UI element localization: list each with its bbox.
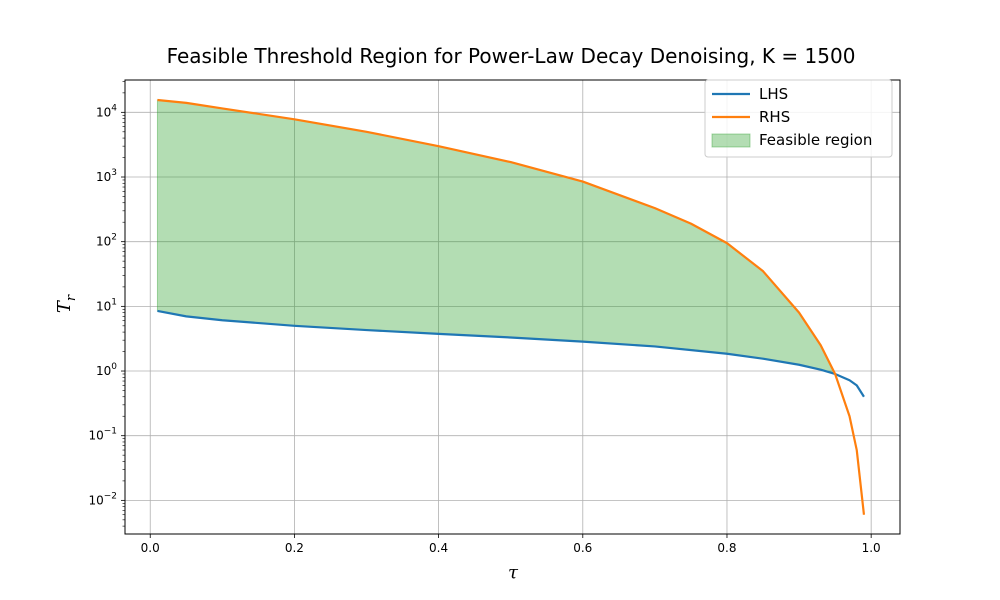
y-tick-label-base: 10 <box>88 493 103 507</box>
y-tick-label-base: 10 <box>88 429 103 443</box>
legend-label: Feasible region <box>759 131 872 149</box>
legend-label: RHS <box>759 108 790 126</box>
y-tick-label-exp: −1 <box>104 427 117 437</box>
series-layer <box>157 98 866 515</box>
y-tick-label-exp: 1 <box>111 297 117 307</box>
x-tick-label: 0.8 <box>717 541 736 555</box>
y-tick-label-exp: 2 <box>111 233 117 243</box>
legend-label: LHS <box>759 85 788 103</box>
y-tick-label-exp: 4 <box>111 103 117 113</box>
x-tick-label: 0.0 <box>141 541 160 555</box>
y-tick-label: 102 <box>96 233 117 249</box>
x-tick-label: 0.6 <box>573 541 592 555</box>
series-line-rhs <box>157 98 866 515</box>
y-tick-label: 101 <box>96 297 117 313</box>
y-tick-label-base: 10 <box>96 299 111 313</box>
y-axis-label-base: T <box>54 299 75 313</box>
x-axis-label: τ <box>508 562 519 583</box>
y-tick-label: 10−1 <box>88 427 117 443</box>
x-tick-label: 1.0 <box>862 541 881 555</box>
y-tick-label-base: 10 <box>96 170 111 184</box>
y-tick-label: 100 <box>96 362 117 378</box>
legend-swatch <box>711 133 751 148</box>
y-tick-label-base: 10 <box>96 235 111 249</box>
y-tick-label-exp: −2 <box>104 491 117 501</box>
legend: LHS RHS Feasible region <box>704 79 893 158</box>
y-tick-label-base: 10 <box>96 364 111 378</box>
y-axis-label-sub: r <box>64 294 79 301</box>
legend-box <box>704 79 893 158</box>
y-tick-label: 104 <box>96 103 117 119</box>
y-tick-label-exp: 0 <box>111 362 117 372</box>
plot-frame <box>124 79 901 535</box>
y-tick-label-base: 10 <box>96 105 111 119</box>
y-tick-label: 103 <box>96 168 117 184</box>
y-axis-label: Tr <box>54 294 79 313</box>
x-tick-label: 0.4 <box>429 541 448 555</box>
chart-title: Feasible Threshold Region for Power-Law … <box>167 44 856 68</box>
x-axis: 0.0 0.2 0.4 0.6 0.8 1.0 <box>141 534 881 555</box>
series-line-lhs <box>157 309 865 398</box>
x-tick-label: 0.2 <box>285 541 304 555</box>
y-tick-label: 10−2 <box>88 491 117 507</box>
y-tick-label-exp: 3 <box>111 168 117 178</box>
